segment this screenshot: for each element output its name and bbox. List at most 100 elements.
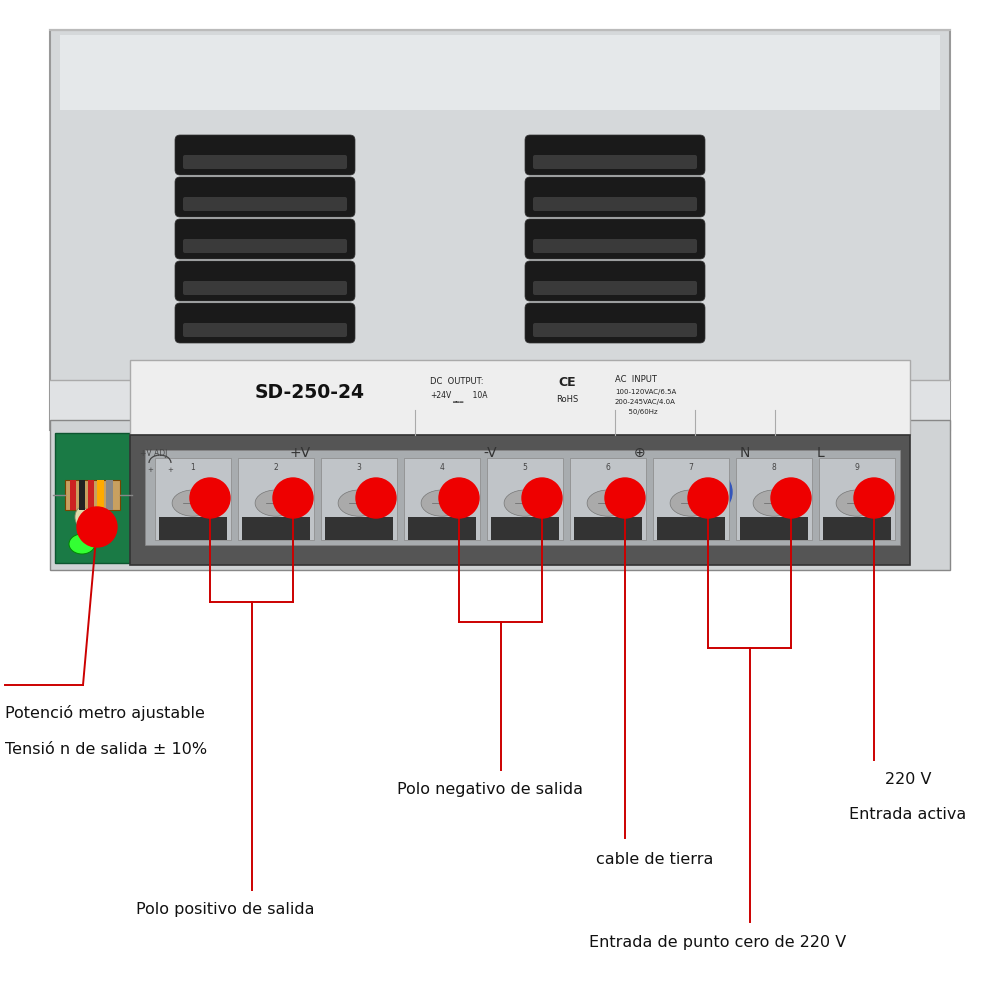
Ellipse shape: [670, 490, 712, 516]
Bar: [653, 458, 729, 540]
Text: 2: 2: [274, 464, 278, 473]
Bar: [823, 517, 891, 540]
FancyBboxPatch shape: [183, 281, 347, 295]
Bar: [574, 517, 642, 540]
Circle shape: [771, 478, 811, 518]
FancyBboxPatch shape: [183, 323, 347, 337]
Ellipse shape: [172, 490, 214, 516]
Text: Polo positivo de salida: Polo positivo de salida: [136, 902, 314, 917]
Text: AC  INPUT: AC INPUT: [615, 375, 657, 384]
Text: Entrada de punto cero de 220 V: Entrada de punto cero de 220 V: [589, 935, 847, 950]
Circle shape: [688, 470, 732, 514]
Circle shape: [439, 478, 479, 518]
FancyBboxPatch shape: [533, 155, 697, 169]
Bar: [65, 480, 120, 510]
Text: +24V: +24V: [430, 391, 451, 400]
Ellipse shape: [69, 534, 95, 554]
Circle shape: [356, 478, 396, 518]
Text: 9: 9: [855, 464, 859, 473]
FancyBboxPatch shape: [175, 303, 355, 343]
Bar: [97, 480, 104, 510]
Text: 10A: 10A: [456, 391, 488, 400]
Ellipse shape: [836, 490, 878, 516]
FancyBboxPatch shape: [533, 239, 697, 253]
Text: 4: 4: [440, 464, 444, 473]
Text: 50/60Hz: 50/60Hz: [615, 409, 658, 415]
FancyBboxPatch shape: [525, 219, 705, 259]
Ellipse shape: [338, 490, 380, 516]
FancyBboxPatch shape: [175, 177, 355, 217]
Bar: [145, 450, 900, 545]
Text: ═══: ═══: [452, 400, 463, 406]
Text: N: N: [740, 446, 750, 460]
Text: 1: 1: [191, 464, 195, 473]
Bar: [159, 517, 227, 540]
Circle shape: [522, 478, 562, 518]
Text: Entrada activa: Entrada activa: [849, 807, 967, 822]
Bar: [50, 420, 950, 570]
Bar: [736, 458, 812, 540]
Bar: [487, 458, 563, 540]
Bar: [50, 380, 950, 430]
FancyBboxPatch shape: [183, 197, 347, 211]
Bar: [55, 433, 140, 563]
Bar: [819, 458, 895, 540]
Bar: [60, 35, 940, 110]
Ellipse shape: [753, 490, 795, 516]
Circle shape: [190, 478, 230, 518]
Bar: [79, 480, 85, 510]
Circle shape: [77, 507, 117, 547]
Bar: [70, 480, 76, 510]
Text: 200-245VAC/4.0A: 200-245VAC/4.0A: [615, 399, 676, 405]
Text: SD-250-24: SD-250-24: [255, 382, 365, 401]
FancyBboxPatch shape: [533, 281, 697, 295]
FancyBboxPatch shape: [533, 323, 697, 337]
FancyBboxPatch shape: [175, 135, 355, 175]
Bar: [242, 517, 310, 540]
Bar: [491, 517, 559, 540]
Circle shape: [854, 478, 894, 518]
FancyBboxPatch shape: [533, 197, 697, 211]
FancyBboxPatch shape: [525, 261, 705, 301]
Bar: [408, 517, 476, 540]
Text: CE: CE: [558, 375, 576, 388]
Bar: [88, 480, 94, 510]
Bar: [130, 360, 910, 435]
Text: 5: 5: [523, 464, 527, 473]
Text: -V: -V: [483, 446, 497, 460]
FancyBboxPatch shape: [175, 261, 355, 301]
Bar: [130, 435, 910, 565]
FancyBboxPatch shape: [183, 155, 347, 169]
Text: +: +: [147, 467, 153, 473]
Text: +V ADJ: +V ADJ: [140, 448, 167, 458]
Text: ⊕: ⊕: [634, 446, 646, 460]
Bar: [570, 458, 646, 540]
Text: 3: 3: [357, 464, 361, 473]
Text: Tensió n de salida ± 10%: Tensió n de salida ± 10%: [5, 742, 207, 757]
FancyBboxPatch shape: [525, 135, 705, 175]
Circle shape: [688, 478, 728, 518]
Bar: [238, 458, 314, 540]
FancyBboxPatch shape: [175, 219, 355, 259]
FancyBboxPatch shape: [525, 177, 705, 217]
Circle shape: [273, 478, 313, 518]
Text: Potenció metro ajustable: Potenció metro ajustable: [5, 705, 205, 721]
Bar: [321, 458, 397, 540]
Text: 100-120VAC/6.5A: 100-120VAC/6.5A: [615, 389, 676, 395]
Circle shape: [605, 478, 645, 518]
Text: DC  OUTPUT:: DC OUTPUT:: [430, 377, 484, 386]
Ellipse shape: [75, 507, 89, 527]
Bar: [657, 517, 725, 540]
Text: 220 V: 220 V: [885, 772, 931, 787]
FancyBboxPatch shape: [525, 303, 705, 343]
FancyBboxPatch shape: [183, 239, 347, 253]
Bar: [155, 458, 231, 540]
Ellipse shape: [255, 490, 297, 516]
Text: L: L: [816, 446, 824, 460]
Text: RoHS: RoHS: [556, 395, 578, 404]
Bar: [325, 517, 393, 540]
Bar: [106, 480, 113, 510]
Ellipse shape: [421, 490, 463, 516]
Bar: [404, 458, 480, 540]
Text: cable de tierra: cable de tierra: [596, 852, 714, 867]
